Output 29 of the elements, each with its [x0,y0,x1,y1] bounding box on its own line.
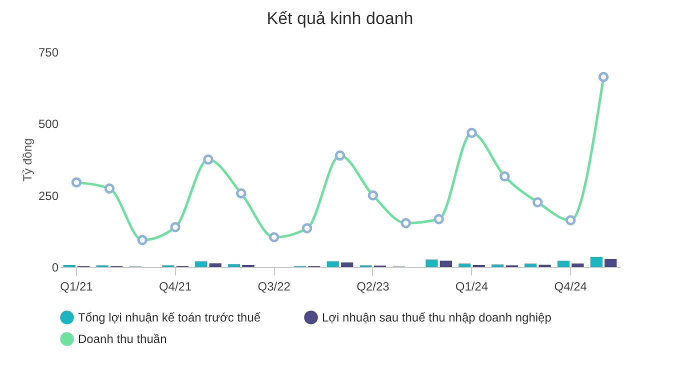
legend-label: Tổng lợi nhuận kế toán trước thuế [78,310,261,324]
y-tick-label: 500 [38,117,59,132]
bar [440,260,452,267]
x-tick-label: Q2/23 [356,280,390,294]
y-tick-label: 750 [38,46,59,60]
bar [604,258,617,267]
bar [195,261,208,267]
legend-label: Doanh thu thuần [78,332,167,346]
bar [572,264,584,267]
bar [228,264,240,267]
bar [557,260,570,267]
x-tick-label: Q3/22 [258,280,291,294]
bar [590,256,602,267]
legend-label: Lợi nhuận sau thuế thu nhập doanh nghiệp [322,310,552,324]
x-tick-label: Q4/24 [554,280,588,294]
chart-title: Kết quả kinh doanh [266,9,414,28]
y-tick-label: 0 [52,260,59,274]
x-tick-label: Q1/21 [60,280,94,294]
y-tick-label: 250 [38,188,59,203]
bar [458,264,471,267]
bar [326,261,339,267]
bar [492,264,504,267]
bar [426,260,438,267]
bar [341,262,354,267]
bar [524,264,537,267]
y-axis-title: Tỷ đồng [20,138,34,182]
bar [209,263,222,267]
x-tick-label: Q1/24 [455,280,488,294]
x-tick-label: Q4/21 [158,280,192,294]
